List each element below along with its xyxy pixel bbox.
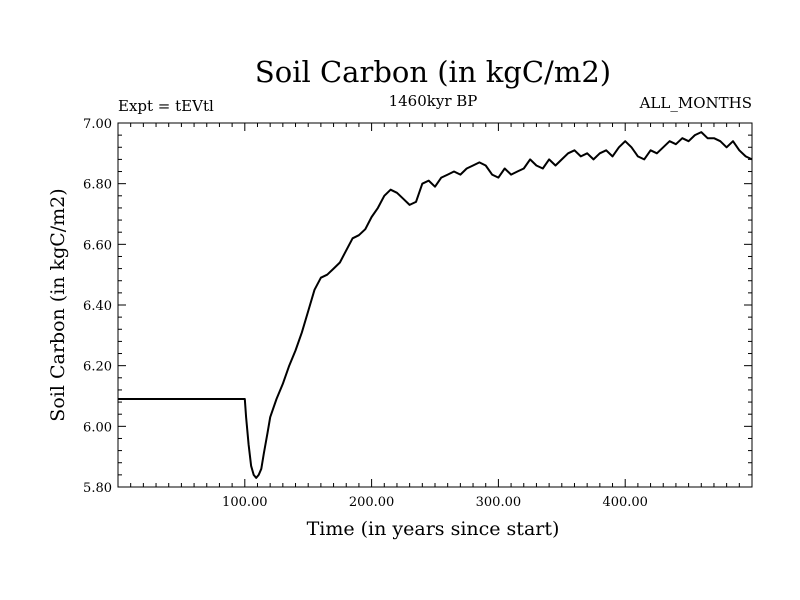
y-tick-label: 6.80 xyxy=(83,178,112,193)
plot-frame xyxy=(117,122,753,488)
y-tick-label: 6.20 xyxy=(83,360,112,375)
y-tick-label: 5.80 xyxy=(83,481,112,496)
data-line-soil-carbon xyxy=(118,131,753,479)
months-label: ALL_MONTHS xyxy=(639,94,752,112)
period-label: 1460kyr BP xyxy=(389,92,478,110)
experiment-label: Expt = tEVtl xyxy=(118,97,214,115)
x-tick-label: 200.00 xyxy=(349,495,395,510)
y-tick-label: 6.60 xyxy=(83,238,112,253)
y-tick-label: 6.40 xyxy=(83,299,112,314)
y-tick-label: 6.00 xyxy=(83,420,112,435)
x-axis-label: Time (in years since start) xyxy=(307,518,560,540)
x-tick-label: 400.00 xyxy=(602,495,648,510)
plot-area: 100.00 200.00 300.00 400.00 5.80 6.00 6.20 6.40… xyxy=(83,117,753,510)
y-axis-label: Soil Carbon (in kgC/m2) xyxy=(47,188,69,421)
chart-title: Soil Carbon (in kgC/m2) xyxy=(255,55,611,89)
x-tick-label: 300.00 xyxy=(476,495,522,510)
x-tick-label: 100.00 xyxy=(222,495,268,510)
y-tick-label: 7.00 xyxy=(83,117,112,132)
